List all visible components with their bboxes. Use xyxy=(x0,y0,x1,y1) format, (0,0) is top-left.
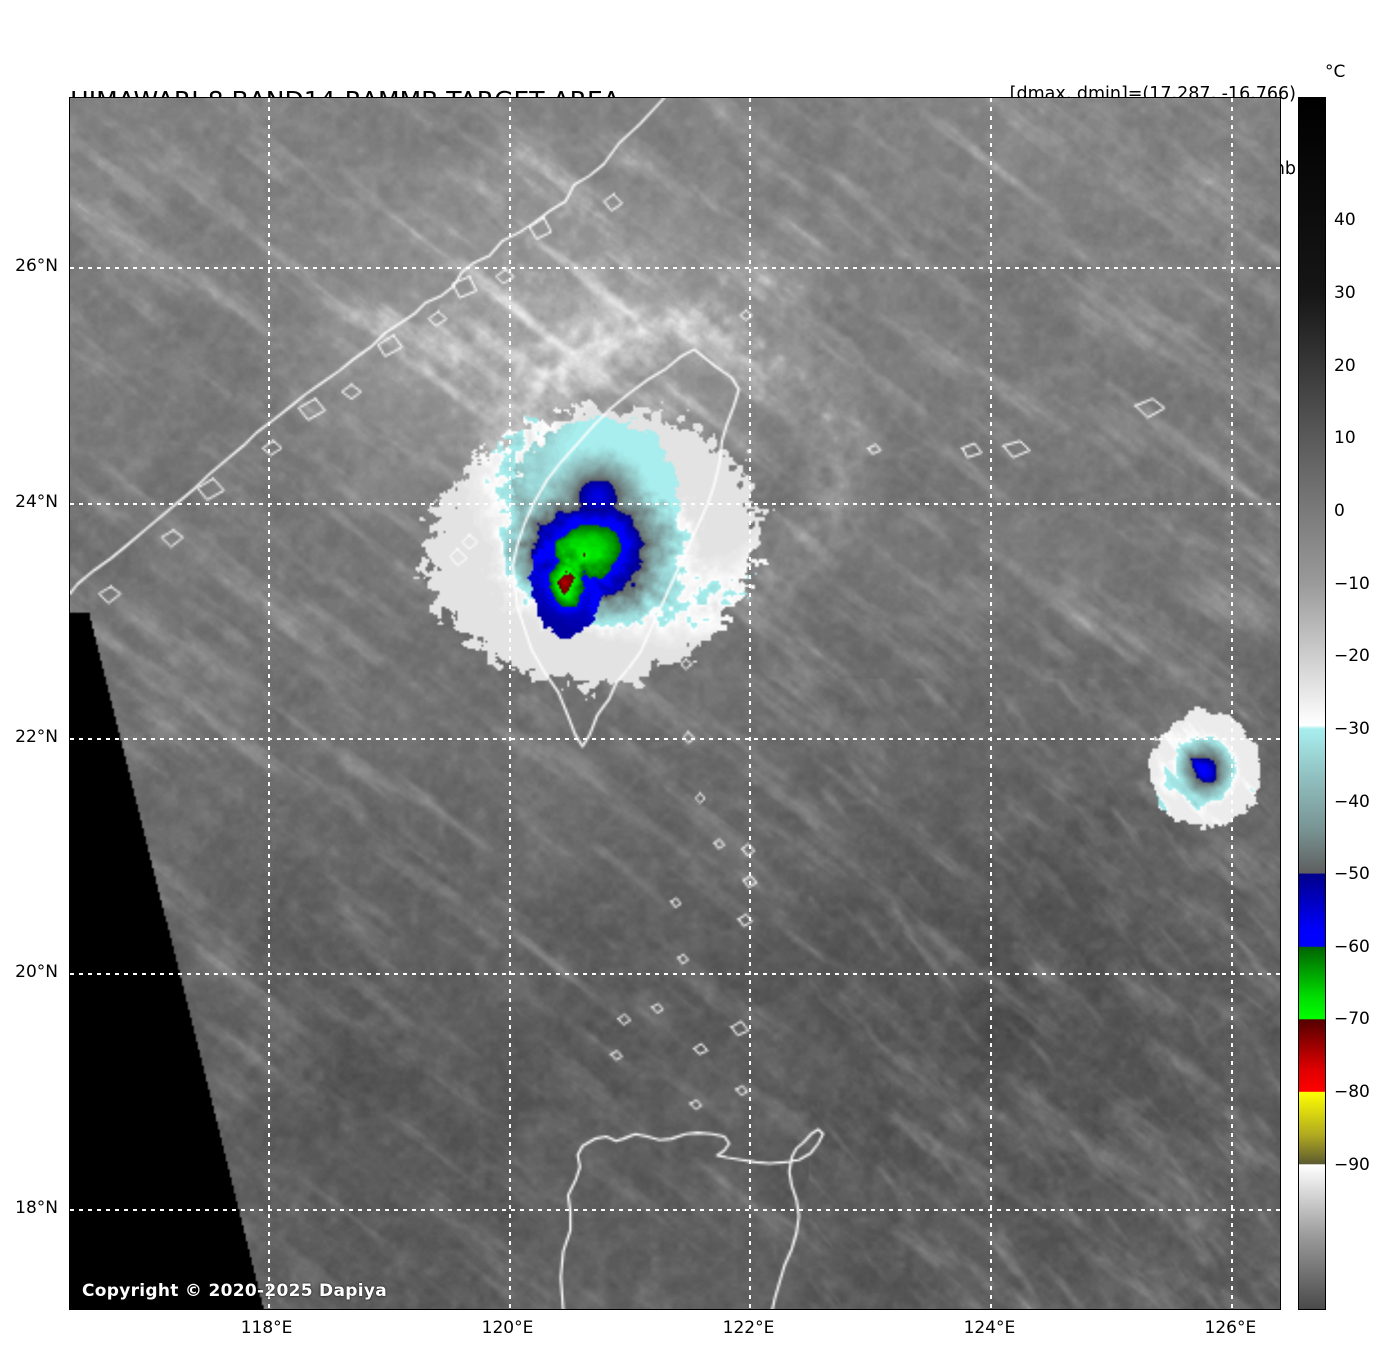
colorbar-tick-20: 20 xyxy=(1334,355,1356,376)
colorbar-gradient xyxy=(1299,98,1325,1309)
colorbar-tick--70: −70 xyxy=(1334,1009,1370,1030)
tick-label-lon-126: 126°E xyxy=(1204,1318,1257,1338)
tick-label-lon-124: 124°E xyxy=(963,1318,1016,1338)
tick-label-lat-26: 26°N xyxy=(15,256,58,277)
colorbar-tick--60: −60 xyxy=(1334,936,1370,957)
colorbar-tick-0: 0 xyxy=(1334,501,1345,522)
tick-label-lon-120: 120°E xyxy=(481,1318,534,1338)
tick-label-lat-20: 20°N xyxy=(15,962,58,983)
satellite-image-plot[interactable]: Copyright © 2020-2025 Dapiya xyxy=(69,97,1281,1310)
temperature-colorbar[interactable] xyxy=(1298,97,1326,1310)
tick-label-lon-122: 122°E xyxy=(722,1318,775,1338)
colorbar-tick--10: −10 xyxy=(1334,573,1370,594)
colorbar-tick--80: −80 xyxy=(1334,1082,1370,1103)
tick-label-lat-22: 22°N xyxy=(15,727,58,748)
colorbar-tick--50: −50 xyxy=(1334,864,1370,885)
colorbar-tick--90: −90 xyxy=(1334,1154,1370,1175)
satellite-imagery-canvas xyxy=(70,98,1280,1309)
colorbar-tick-40: 40 xyxy=(1334,210,1356,231)
copyright-notice: Copyright © 2020-2025 Dapiya xyxy=(82,1281,387,1301)
colorbar-tick--20: −20 xyxy=(1334,646,1370,667)
tick-label-lat-18: 18°N xyxy=(15,1197,58,1218)
colorbar-tick-30: 30 xyxy=(1334,283,1356,304)
tick-label-lon-118: 118°E xyxy=(240,1318,293,1338)
colorbar-unit-label: °C xyxy=(1325,62,1346,82)
colorbar-tick-10: 10 xyxy=(1334,428,1356,449)
colorbar-tick--30: −30 xyxy=(1334,718,1370,739)
colorbar-tick--40: −40 xyxy=(1334,791,1370,812)
tick-label-lat-24: 24°N xyxy=(15,491,58,512)
